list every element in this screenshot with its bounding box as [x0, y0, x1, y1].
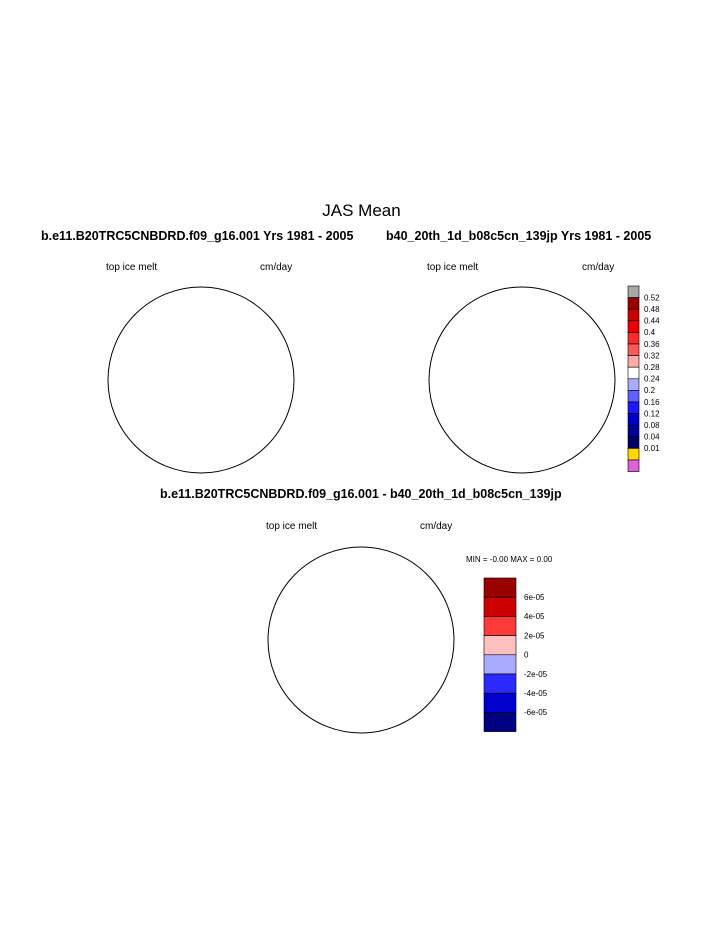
- top-colorbar-label: 0.08: [644, 421, 660, 430]
- left-variable-label: top ice melt: [106, 262, 158, 273]
- top-colorbar-label: 0.2: [644, 386, 656, 395]
- top-colorbar-swatch: [627, 285, 640, 298]
- diff-colorbar-swatch: [483, 654, 517, 675]
- diff-colorbar-swatch: [483, 635, 517, 656]
- top-colorbar-swatch: [627, 459, 640, 472]
- top-colorbar-label: 0.28: [644, 363, 660, 372]
- diff-variable-label: top ice melt: [266, 521, 318, 532]
- diff-colorbar-swatch: [483, 712, 517, 732]
- top-colorbar-swatch: [627, 390, 640, 403]
- diff-colorbar-label: 4e-05: [524, 612, 545, 621]
- top-colorbar-label: 0.52: [644, 293, 660, 302]
- diff-colorbar-swatch: [483, 616, 517, 636]
- top-colorbar-swatch: [627, 343, 640, 356]
- left-polar-map: [107, 286, 295, 474]
- right-variable-label: top ice melt: [427, 262, 479, 273]
- top-colorbar-label: 0.01: [644, 444, 660, 453]
- diff-colorbar-swatch: [483, 673, 517, 694]
- top-colorbar-label: 0.4: [644, 328, 656, 337]
- top-colorbar-swatch: [627, 297, 640, 310]
- left-panel-title: b.e11.B20TRC5CNBDRD.f09_g16.001 Yrs 1981…: [41, 229, 354, 243]
- diff-colorbar-swatch: [483, 692, 517, 713]
- top-colorbar-swatch: [627, 378, 640, 391]
- diff-colorbar-label: 2e-05: [524, 631, 545, 640]
- top-colorbar-swatch: [627, 448, 640, 461]
- top-colorbar-swatch: [627, 424, 640, 438]
- diff-units-label: cm/day: [420, 521, 453, 532]
- top-colorbar-label: 0.16: [644, 398, 660, 407]
- diff-colorbar-label: -2e-05: [524, 670, 548, 679]
- top-colorbar-label: 0.36: [644, 340, 660, 349]
- diff-polar-map: [267, 546, 455, 734]
- top-colorbar-swatch: [627, 436, 640, 449]
- top-colorbar-label: 0.24: [644, 375, 660, 384]
- top-colorbar: 0.52 0.48 0.44 0.4 0.36 0.32 0.28 0.24 0.2 0.16 0.…: [627, 285, 660, 472]
- diff-colorbar-label: -4e-05: [524, 689, 548, 698]
- diff-panel-title: b.e11.B20TRC5CNBDRD.f09_g16.001 - b40_20…: [160, 487, 562, 501]
- top-colorbar-swatch: [627, 413, 640, 426]
- top-colorbar-swatch: [627, 401, 640, 414]
- top-colorbar-swatch: [627, 308, 640, 322]
- diff-colorbar-swatch: [483, 596, 517, 617]
- diff-colorbar-label: 6e-05: [524, 593, 545, 602]
- diff-colorbar: 6e-05 4e-05 2e-05 0 -2e-05 -4e-05 -6e-05: [483, 577, 548, 732]
- right-panel-title: b40_20th_1d_b08c5cn_139jp Yrs 1981 - 200…: [386, 229, 652, 243]
- top-colorbar-swatch: [627, 355, 640, 368]
- left-units-label: cm/day: [260, 262, 293, 273]
- top-colorbar-swatch: [627, 320, 640, 333]
- right-polar-map: [428, 286, 616, 474]
- top-colorbar-swatch: [627, 332, 640, 345]
- top-colorbar-label: 0.12: [644, 409, 660, 418]
- diff-minmax-label: MIN = -0.00 MAX = 0.00: [466, 555, 553, 564]
- figure-title: JAS Mean: [322, 201, 401, 220]
- diff-colorbar-label: -6e-05: [524, 708, 548, 717]
- top-colorbar-label: 0.32: [644, 351, 660, 360]
- top-colorbar-label: 0.44: [644, 317, 660, 326]
- diff-colorbar-swatch: [483, 577, 517, 598]
- top-colorbar-label: 0.04: [644, 433, 660, 442]
- top-colorbar-label: 0.48: [644, 305, 660, 314]
- diff-colorbar-label: 0: [524, 651, 529, 660]
- right-units-label: cm/day: [582, 262, 615, 273]
- top-colorbar-swatch: [627, 366, 640, 380]
